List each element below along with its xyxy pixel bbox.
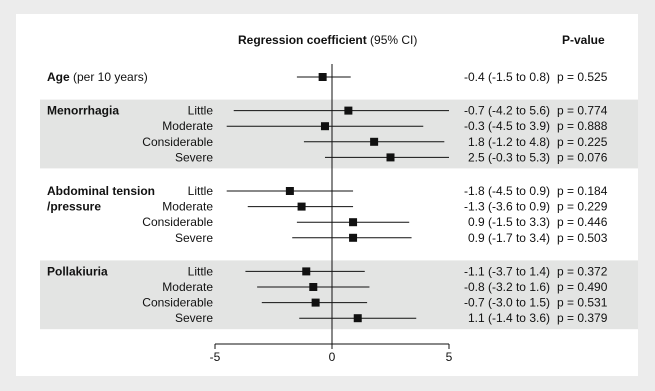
ci-text: 2.5 (-0.3 to 5.3) bbox=[468, 150, 550, 164]
ci-text: -1.8 (-4.5 to 0.9) bbox=[464, 184, 550, 198]
forest-plot-panel: Regression coefficient (95% CI) P-value … bbox=[16, 14, 638, 376]
coef-marker bbox=[386, 153, 395, 162]
group-label-1: Menorrhagia bbox=[47, 104, 119, 118]
row-level-label: Moderate bbox=[162, 280, 213, 294]
p-value: p = 0.372 bbox=[557, 264, 608, 278]
row-level-label: Severe bbox=[175, 311, 213, 325]
ci-text: -0.7 (-3.0 to 1.5) bbox=[464, 296, 550, 310]
row-level-label: Little bbox=[188, 264, 214, 278]
ci-text: 1.8 (-1.2 to 4.8) bbox=[468, 135, 550, 149]
pvalue-header: P-value bbox=[562, 33, 605, 47]
coef-marker bbox=[302, 267, 311, 276]
ci-text: -1.3 (-3.6 to 0.9) bbox=[464, 200, 550, 214]
x-tick-label: -5 bbox=[210, 350, 221, 364]
ci-text: -0.4 (-1.5 to 0.8) bbox=[464, 70, 550, 84]
coef-marker bbox=[349, 233, 358, 242]
row-level-label: Little bbox=[188, 104, 214, 118]
ci-text: -0.8 (-3.2 to 1.6) bbox=[464, 280, 550, 294]
p-value: p = 0.446 bbox=[557, 215, 608, 229]
ci-text: -0.7 (-4.2 to 5.6) bbox=[464, 104, 550, 118]
coef-marker bbox=[311, 298, 320, 307]
row-level-label: Moderate bbox=[162, 200, 213, 214]
p-value: p = 0.503 bbox=[557, 231, 608, 245]
p-value: p = 0.490 bbox=[557, 280, 608, 294]
coef-header-title: Regression coefficient bbox=[238, 33, 367, 47]
coef-marker bbox=[285, 187, 294, 195]
coef-marker bbox=[349, 218, 358, 227]
coef-marker bbox=[318, 73, 327, 81]
row-level-label: Severe bbox=[175, 150, 213, 164]
p-value: p = 0.225 bbox=[557, 135, 608, 149]
coef-marker bbox=[320, 122, 329, 131]
group-label-title-1: Menorrhagia bbox=[47, 104, 119, 118]
row-level-label: Considerable bbox=[142, 215, 213, 229]
row-level-label: Considerable bbox=[142, 296, 213, 310]
coef-marker bbox=[309, 283, 318, 291]
coef-marker bbox=[297, 202, 306, 211]
p-value: p = 0.379 bbox=[557, 311, 608, 325]
ci-text: 1.1 (-1.4 to 3.6) bbox=[468, 311, 550, 325]
group-label-title-0: Age bbox=[47, 70, 70, 84]
group-label-title-3: Pollakiuria bbox=[47, 264, 108, 278]
ci-text: 0.9 (-1.7 to 3.4) bbox=[468, 231, 550, 245]
forest-plot: Regression coefficient (95% CI) P-value … bbox=[40, 33, 638, 364]
coef-header-ci: (95% CI) bbox=[367, 33, 418, 47]
row-level-label: Severe bbox=[175, 231, 213, 245]
coef-marker bbox=[370, 137, 379, 146]
coef-marker bbox=[344, 106, 353, 115]
ci-text: -0.3 (-4.5 to 3.9) bbox=[464, 119, 550, 133]
group-label-0: Age (per 10 years) bbox=[47, 70, 148, 84]
ci-text: -1.1 (-3.7 to 1.4) bbox=[464, 264, 550, 278]
row-level-label: Moderate bbox=[162, 119, 213, 133]
p-value: p = 0.774 bbox=[557, 104, 608, 118]
group-label-title-2: Abdominal tension bbox=[47, 184, 155, 198]
p-value: p = 0.531 bbox=[557, 296, 608, 310]
x-tick-label: 0 bbox=[329, 350, 336, 364]
group-label-suffix-0: (per 10 years) bbox=[70, 70, 148, 84]
row-level-label: Little bbox=[188, 184, 214, 198]
p-value: p = 0.888 bbox=[557, 119, 608, 133]
p-value: p = 0.184 bbox=[557, 184, 608, 198]
p-value: p = 0.229 bbox=[557, 200, 608, 214]
group-label-line2-2: /pressure bbox=[47, 200, 101, 214]
ci-text: 0.9 (-1.5 to 3.3) bbox=[468, 215, 550, 229]
group-label-3: Pollakiuria bbox=[47, 264, 108, 278]
group-label-2: Abdominal tension bbox=[47, 184, 155, 198]
coef-marker bbox=[353, 314, 362, 323]
row-level-label: Considerable bbox=[142, 135, 213, 149]
coef-header: Regression coefficient (95% CI) bbox=[238, 33, 417, 47]
p-value: p = 0.525 bbox=[557, 70, 608, 84]
p-value: p = 0.076 bbox=[557, 150, 608, 164]
x-tick-label: 5 bbox=[446, 350, 453, 364]
